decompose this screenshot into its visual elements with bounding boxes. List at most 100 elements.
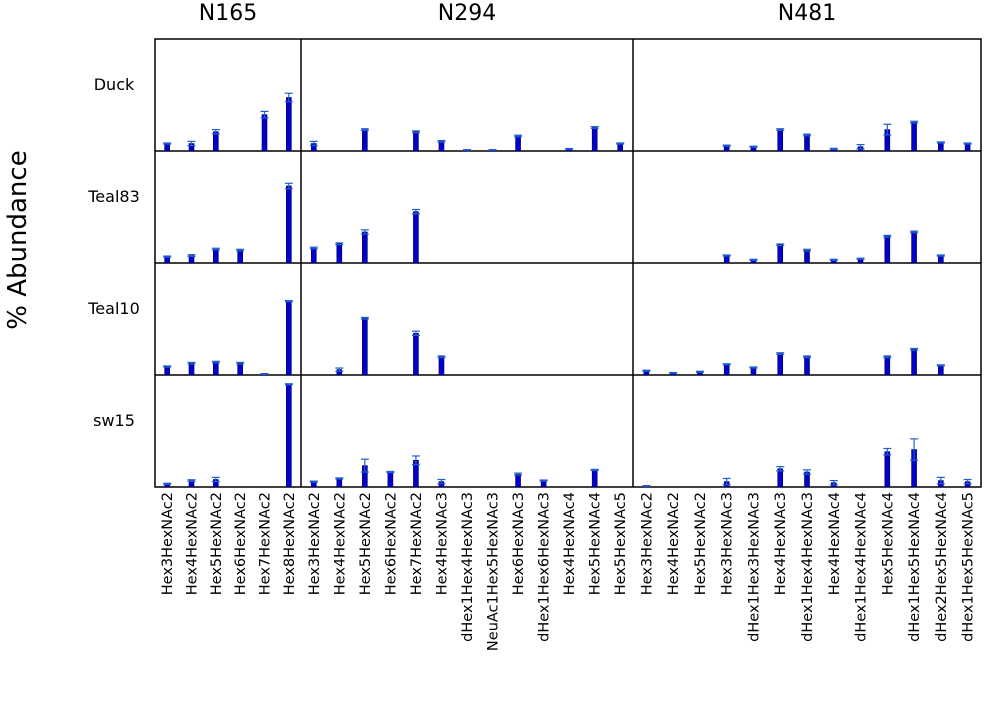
error-bar xyxy=(211,129,220,135)
bar xyxy=(237,362,243,376)
error-bar xyxy=(590,126,599,129)
error-bar xyxy=(360,458,369,473)
error-bar xyxy=(829,147,838,150)
row-label: Teal83 xyxy=(87,187,140,206)
x-tick-label: Hex6HexNAc2 xyxy=(383,492,399,595)
bar xyxy=(413,211,419,264)
bar xyxy=(336,478,343,488)
x-tick-label: Hex7HexNAc2 xyxy=(258,492,274,595)
bar xyxy=(362,231,368,264)
bar xyxy=(515,135,521,152)
error-bar xyxy=(776,243,785,247)
error-bar xyxy=(776,352,785,356)
y-axis-label: % Abundance xyxy=(3,150,33,329)
error-bar xyxy=(883,123,892,136)
x-tick-label: Hex5HexNAc2 xyxy=(693,492,709,595)
x-tick-label: Hex5HexNAc2 xyxy=(209,492,225,595)
error-bar xyxy=(642,485,651,487)
error-bar xyxy=(360,229,369,235)
error-bar xyxy=(856,143,865,150)
error-bar xyxy=(695,370,704,373)
bar xyxy=(777,244,784,264)
error-bar xyxy=(539,479,548,482)
x-tick-label: Hex3HexNAc2 xyxy=(639,492,655,595)
x-tick-label: Hex5HexNAc2 xyxy=(358,492,374,595)
error-bar xyxy=(722,144,731,147)
error-bar xyxy=(936,476,945,485)
error-bar xyxy=(722,254,731,257)
bar xyxy=(938,365,944,376)
bar xyxy=(286,185,292,264)
error-bar xyxy=(829,479,838,486)
error-bar xyxy=(236,248,245,252)
error-bar xyxy=(910,230,919,234)
error-bar xyxy=(187,361,196,365)
bar xyxy=(413,131,419,152)
x-tick-label: Hex3HexNAc2 xyxy=(160,492,176,595)
bar xyxy=(804,249,810,264)
bar xyxy=(213,248,219,264)
error-bar xyxy=(883,234,892,238)
error-bar xyxy=(910,120,919,124)
bar xyxy=(213,131,219,152)
error-bar xyxy=(590,468,599,472)
bar xyxy=(310,247,317,264)
error-bar xyxy=(463,149,471,151)
error-bar xyxy=(335,477,344,480)
error-bar xyxy=(411,330,420,337)
bar xyxy=(261,114,268,152)
x-tick-label: Hex4HexNAc3 xyxy=(773,492,789,595)
error-bar xyxy=(187,140,196,147)
error-bar xyxy=(437,139,446,143)
bar xyxy=(213,361,219,376)
x-tick-label: Hex4HexNAc4 xyxy=(562,492,578,595)
bar xyxy=(911,349,917,376)
error-bar xyxy=(163,255,172,258)
bar xyxy=(286,300,292,376)
error-bar xyxy=(309,140,318,147)
error-bar xyxy=(749,145,758,148)
panel-title: N294 xyxy=(438,1,496,26)
error-bar xyxy=(883,355,892,359)
bar xyxy=(188,362,195,376)
error-bar xyxy=(187,479,196,483)
bar xyxy=(286,97,292,152)
error-bar xyxy=(411,455,420,466)
error-bar xyxy=(936,141,945,144)
row-label: sw15 xyxy=(93,411,135,430)
bar xyxy=(362,317,368,376)
x-tick-label: dHex1Hex5HexNAc5 xyxy=(961,492,977,642)
error-bar xyxy=(163,365,172,368)
error-bar xyxy=(335,242,344,246)
x-tick-label: Hex4HexNAc2 xyxy=(666,492,682,595)
x-tick-label: Hex4HexNAc2 xyxy=(185,492,201,595)
error-bar xyxy=(910,438,919,461)
bar xyxy=(387,471,394,488)
error-bar xyxy=(211,476,220,483)
error-bar xyxy=(163,482,172,485)
error-bar xyxy=(669,371,678,374)
x-tick-label: Hex7HexNAc2 xyxy=(409,492,425,595)
error-bar xyxy=(309,480,318,483)
bar xyxy=(884,235,891,264)
bar xyxy=(362,129,368,152)
bar xyxy=(515,473,521,488)
error-bar xyxy=(211,360,220,364)
row-label: Teal10 xyxy=(87,299,140,318)
x-tick-label: Hex4HexNAc4 xyxy=(827,492,843,595)
error-bar xyxy=(722,477,731,486)
error-bar xyxy=(514,472,523,476)
x-tick-label: dHex1Hex4HexNAc3 xyxy=(460,492,476,642)
error-bar xyxy=(260,110,269,119)
x-tick-label: Hex4HexNAc2 xyxy=(332,492,348,595)
error-bar xyxy=(803,355,811,359)
error-bar xyxy=(284,92,293,103)
bar xyxy=(938,142,944,152)
panel-title: N165 xyxy=(199,1,257,26)
bar xyxy=(591,127,598,152)
bar xyxy=(804,356,810,376)
x-tick-label: Hex8HexNAc2 xyxy=(282,492,298,595)
x-tick-label: Hex6HexNAc3 xyxy=(511,492,527,595)
x-tick-label: dHex1Hex4HexNAc3 xyxy=(800,492,816,642)
